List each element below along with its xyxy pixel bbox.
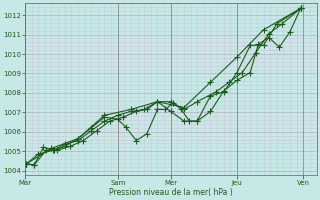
X-axis label: Pression niveau de la mer( hPa ): Pression niveau de la mer( hPa ) [109,188,233,197]
